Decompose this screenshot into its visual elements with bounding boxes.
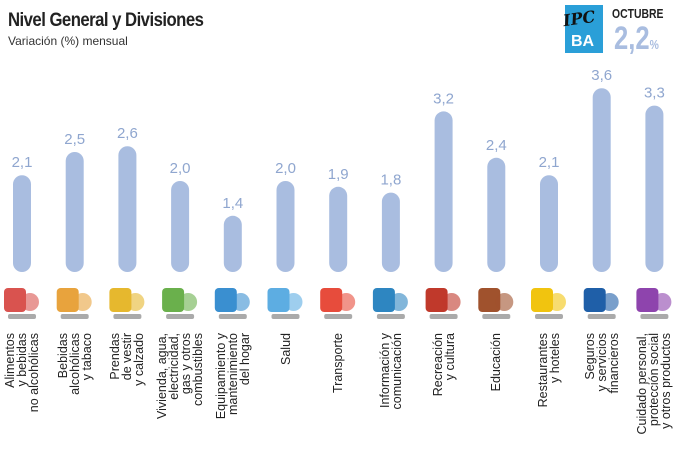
category-label: Información y comunicación [377, 333, 404, 410]
value-label: 1,4 [222, 195, 243, 212]
bar [381, 192, 400, 272]
bar [645, 105, 664, 272]
washing-machine-icon [214, 288, 250, 319]
bar [434, 111, 453, 273]
value-label: 2,1 [539, 154, 560, 171]
value-label: 2,1 [12, 154, 33, 171]
chart-subtitle: Variación (%) mensual [8, 34, 128, 48]
category-label: Alimentos y bebidas no alcohólicas [3, 333, 41, 413]
value-label: 2,4 [486, 137, 507, 154]
doctor-icon [267, 288, 303, 319]
car-plane-icon [320, 288, 356, 319]
value-label: 3,6 [591, 67, 612, 84]
total-unit: % [649, 37, 659, 52]
category-label: Prendas de vestir y calzado [108, 333, 147, 386]
school-icon [478, 288, 514, 319]
wine-bottle-icon [56, 288, 92, 319]
category-label: Recreación y cultura [430, 333, 457, 397]
bank-icon [583, 288, 619, 319]
category-label: Educación [489, 333, 504, 392]
value-label: 2,5 [64, 131, 85, 148]
category-label: Transporte [331, 333, 346, 393]
bar [487, 157, 506, 272]
bar [223, 215, 242, 272]
bar [540, 175, 558, 272]
chart-title: Nivel General y Divisiones [8, 10, 204, 31]
category-label: Restaurantes y hoteles [536, 333, 562, 408]
cutlery-icon [531, 288, 566, 319]
total-value: 2,2% [614, 20, 659, 57]
bar [171, 181, 190, 272]
value-label: 3,2 [433, 90, 454, 107]
theater-masks-icon [425, 288, 461, 319]
category-label: Salud [278, 333, 293, 365]
total-number: 2,2 [614, 20, 650, 56]
house-icon [162, 288, 198, 319]
bar [276, 181, 295, 272]
ipc-ba-logo: IPC BA [562, 5, 603, 53]
category-label: Bebidas alcohólicas y tabaco [55, 333, 94, 395]
bar [13, 175, 31, 272]
bar [118, 146, 137, 272]
value-label: 2,6 [117, 125, 138, 142]
category-label: Cuidado personal, protección social y ot… [635, 333, 674, 435]
category-label: Equipamiento y mantenimiento del hogar [213, 333, 252, 420]
cosmetics-icon [636, 288, 672, 319]
food-icon [4, 288, 39, 319]
bar [592, 88, 611, 272]
bar [65, 152, 84, 272]
value-label: 1,8 [380, 172, 401, 189]
category-label: Seguros y servicios financieros [582, 333, 621, 394]
bar [329, 186, 348, 272]
value-label: 1,9 [328, 166, 349, 183]
jacket-icon [109, 288, 145, 319]
category-label: Vivienda, agua, electricidad, gas y otro… [155, 333, 206, 419]
computer-icon [372, 288, 408, 319]
value-label: 2,0 [170, 160, 191, 177]
value-label: 2,0 [275, 160, 296, 177]
month-label: OCTUBRE [612, 6, 664, 21]
value-label: 3,3 [644, 85, 665, 102]
